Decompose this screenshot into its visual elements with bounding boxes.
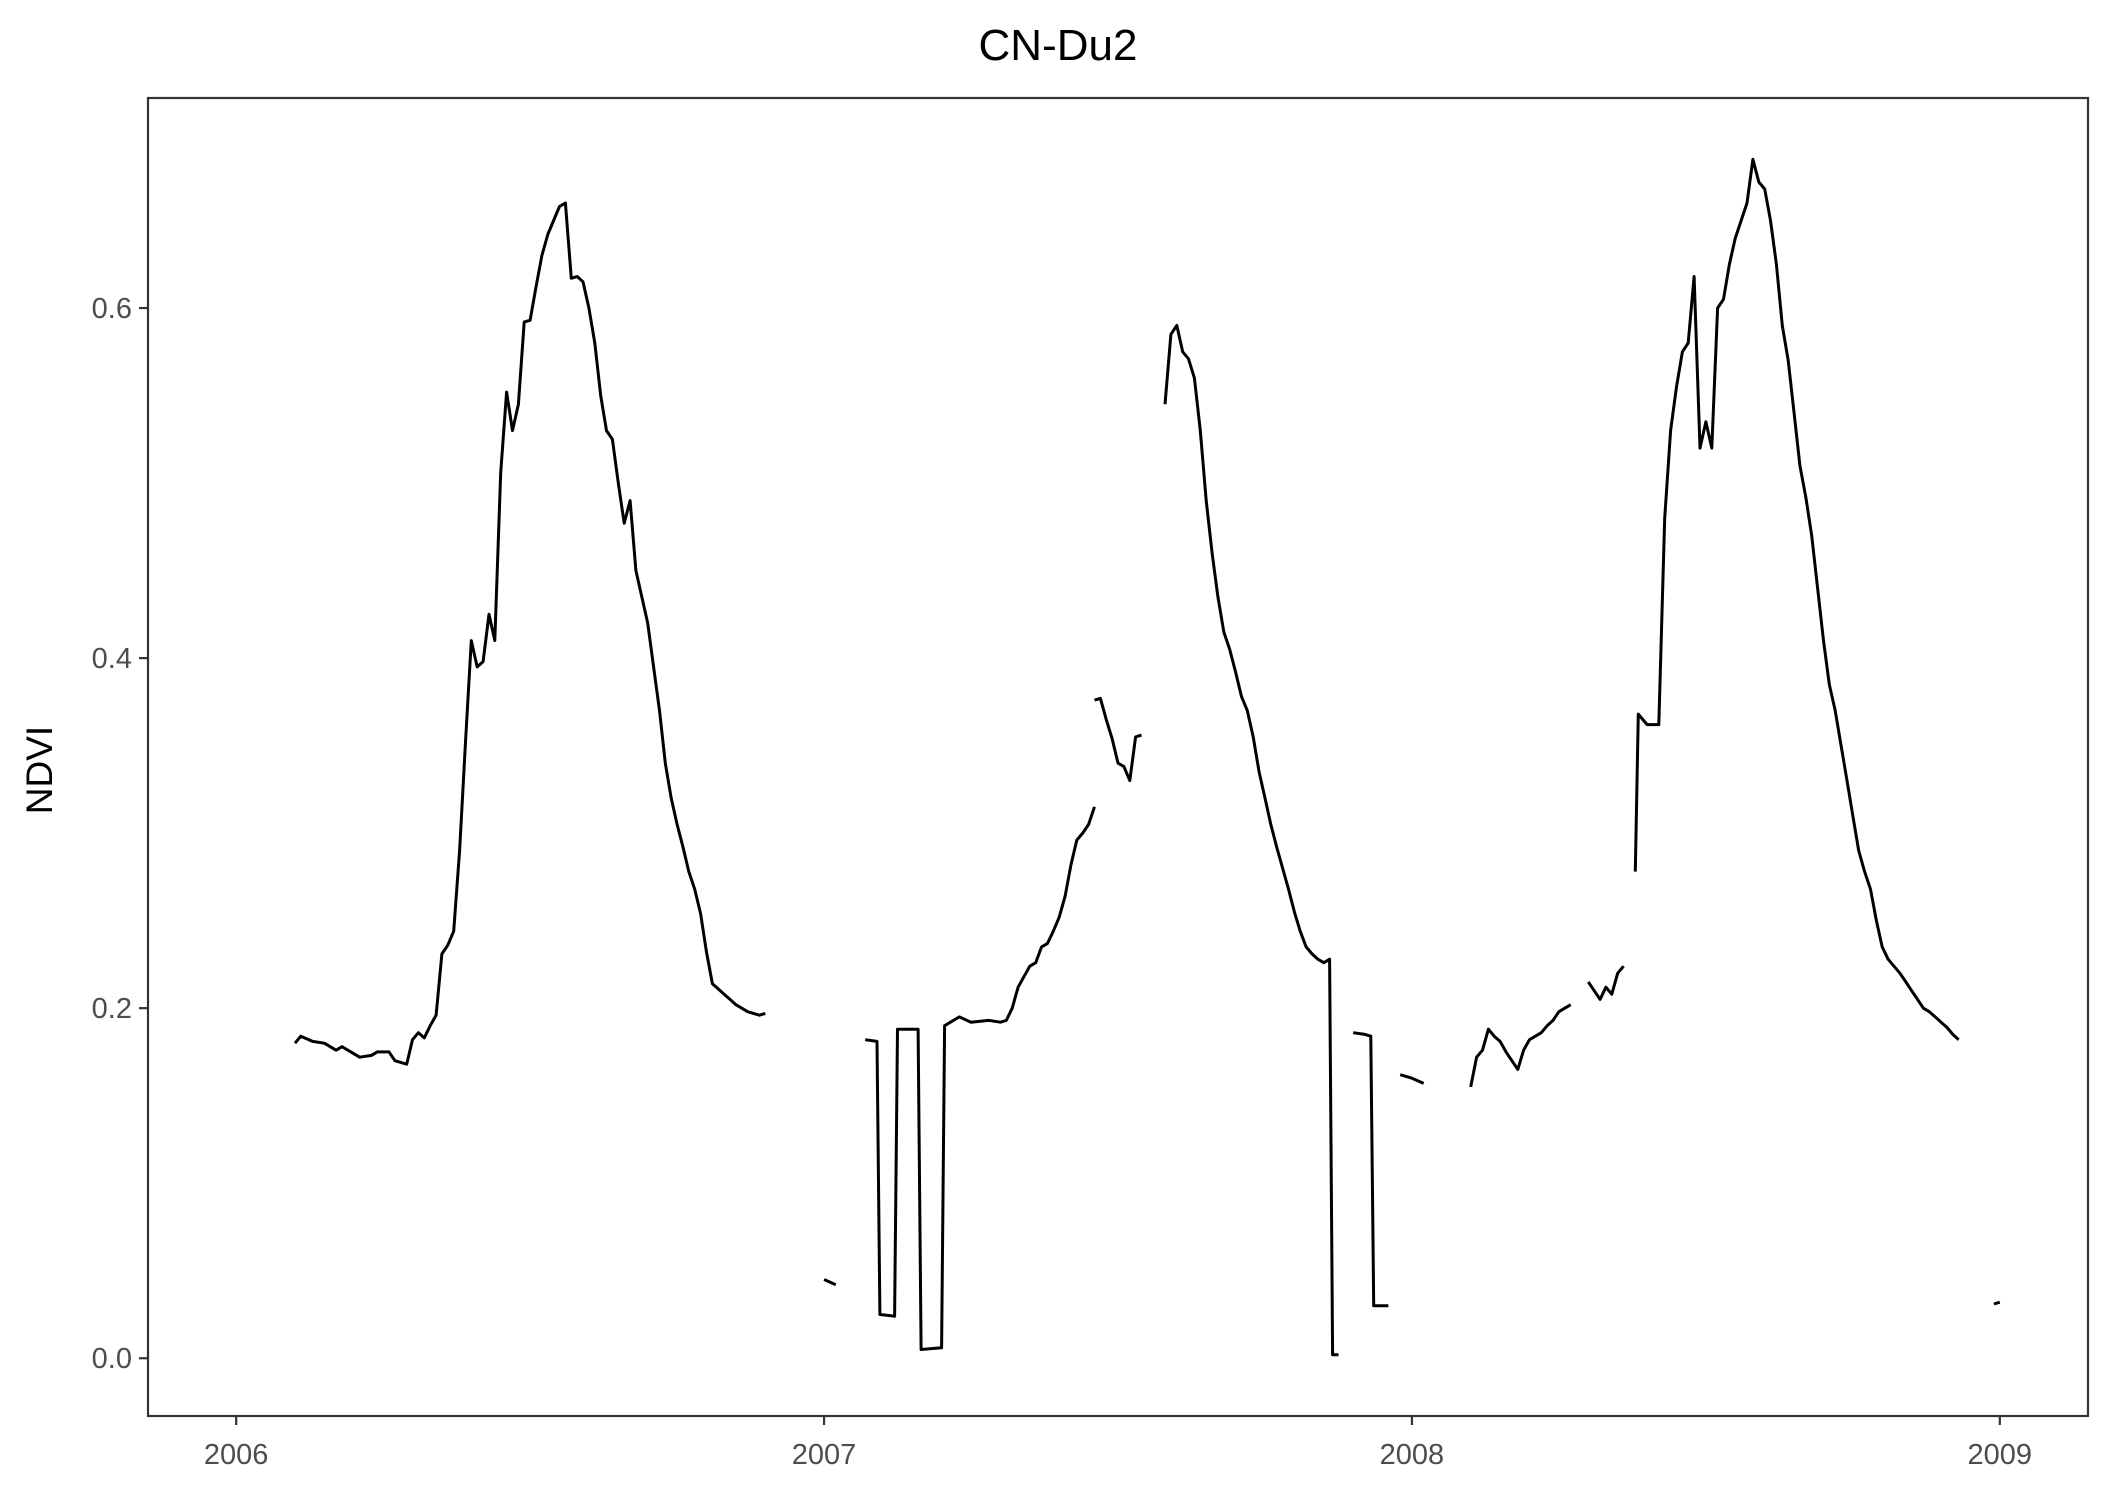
series-layer <box>293 157 2001 1357</box>
ndvi-line-segment <box>1587 965 1625 1001</box>
ndvi-line-segment <box>1163 324 1339 1357</box>
ndvi-line-segment <box>1094 696 1142 783</box>
ndvi-line-segment <box>293 201 766 1066</box>
ndvi-line-segment <box>823 1278 837 1287</box>
y-tick-label: 0.0 <box>92 1343 132 1375</box>
ndvi-line-segment <box>1993 1300 2001 1306</box>
y-tick-label: 0.2 <box>92 993 132 1025</box>
y-tick-label: 0.6 <box>92 293 132 325</box>
ndvi-line-segment <box>1399 1073 1425 1085</box>
y-tick-label: 0.4 <box>92 643 132 675</box>
y-axis-label: NDVI <box>19 726 60 814</box>
ndvi-line-segment <box>1352 1031 1389 1308</box>
x-axis: 2006 2007 2008 2009 <box>204 1416 2032 1471</box>
x-tick-label: 2006 <box>204 1439 269 1471</box>
chart-title: CN-Du2 <box>979 21 1138 70</box>
x-tick-label: 2009 <box>1968 1439 2033 1471</box>
ndvi-line-segment <box>1469 1003 1572 1088</box>
ndvi-line-segment <box>864 806 1096 1351</box>
ndvi-line-segment <box>1633 157 1960 1041</box>
x-tick-label: 2007 <box>792 1439 857 1471</box>
x-tick-label: 2008 <box>1380 1439 1445 1471</box>
y-axis: 0.0 0.2 0.4 0.6 <box>92 293 148 1375</box>
